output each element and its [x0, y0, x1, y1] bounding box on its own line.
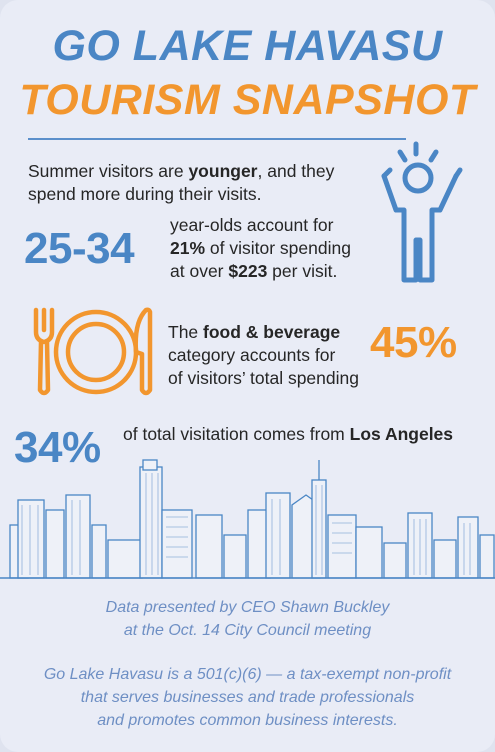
intro-text-line-2: spend more during their visits.: [28, 184, 262, 204]
title-line-2: TOURISM SNAPSHOT: [19, 76, 476, 124]
age-text-line-1: year-olds account for: [170, 215, 334, 235]
food-stat: 45%: [370, 318, 457, 367]
food-text-line-1: The food & beverage: [168, 322, 341, 342]
title-line-1: GO LAKE HAVASU: [52, 22, 443, 70]
credit-line-1: Data presented by CEO Shawn Buckley: [105, 599, 390, 616]
la-text: of total visitation comes from Los Angel…: [123, 424, 454, 444]
title-divider: [28, 138, 406, 140]
age-text-line-2: 21% of visitor spending: [170, 238, 351, 258]
food-text-line-2: category accounts for: [168, 345, 336, 365]
los-angeles-skyline-illustration: [0, 459, 495, 579]
age-text-line-3: at over $223 per visit.: [170, 261, 338, 281]
person-arms-raised-icon: [381, 141, 463, 283]
fork-plate-knife-icon: [33, 307, 153, 396]
intro-text-line-1: Summer visitors are younger, and they: [28, 161, 335, 181]
food-text-line-3: of visitors’ total spending: [168, 368, 359, 388]
la-stat: 34%: [14, 423, 101, 472]
about-line-1: Go Lake Havasu is a 501(c)(6) — a tax-ex…: [43, 666, 452, 683]
about-line-2: that serves businesses and trade profess…: [80, 689, 415, 706]
credit-line-2: at the Oct. 14 City Council meeting: [123, 622, 372, 639]
age-stat: 25-34: [24, 224, 135, 273]
about-line-3: and promotes common business interests.: [97, 712, 398, 729]
